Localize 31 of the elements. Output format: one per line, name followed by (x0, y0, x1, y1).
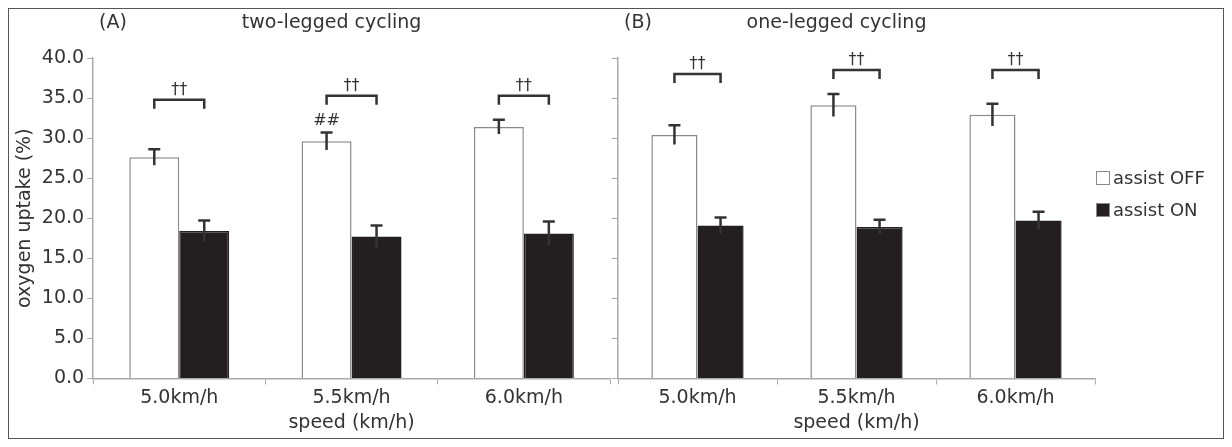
y-tick-label: 35.0 (41, 84, 85, 107)
y-tick-label: 15.0 (41, 245, 85, 268)
y-tick-label: 30.0 (41, 125, 85, 148)
y-tick-label: 20.0 (41, 205, 85, 228)
chart-title: one-legged cycling (746, 10, 927, 33)
y-tick-label: 0.0 (53, 365, 85, 388)
y-tick-label: 10.0 (41, 285, 85, 308)
annotation: †† (343, 74, 360, 94)
x-tick-label: 6.0km/h (484, 384, 563, 407)
text: assist OFF (1113, 167, 1205, 188)
y-axis-title: oxygen uptake (%) (12, 128, 35, 308)
y-tick-label: 25.0 (41, 165, 85, 188)
x-axis-title: speed (km/h) (288, 409, 415, 432)
x-tick-label: 5.5km/h (312, 384, 391, 407)
legend-label: assist ON (1113, 199, 1198, 220)
y-tick-label: 5.0 (53, 325, 85, 348)
x-tick-label: 6.0km/h (976, 384, 1055, 407)
text: (A) (99, 10, 127, 33)
annotation: †† (848, 49, 865, 69)
x-tick-label: 5.0km/h (658, 384, 737, 407)
y-tick-label: 40.0 (41, 44, 85, 67)
text: (B) (624, 10, 652, 33)
annotation: †† (689, 53, 706, 73)
x-tick-label: 5.0km/h (140, 384, 219, 407)
x-tick-label: 5.5km/h (817, 384, 896, 407)
chart-title: two-legged cycling (241, 10, 422, 33)
annotation: ## (313, 109, 340, 129)
x-axis-title: speed (km/h) (793, 409, 920, 432)
annotation: †† (1007, 49, 1024, 69)
annotation: †† (515, 74, 532, 94)
annotation: †† (171, 78, 188, 98)
